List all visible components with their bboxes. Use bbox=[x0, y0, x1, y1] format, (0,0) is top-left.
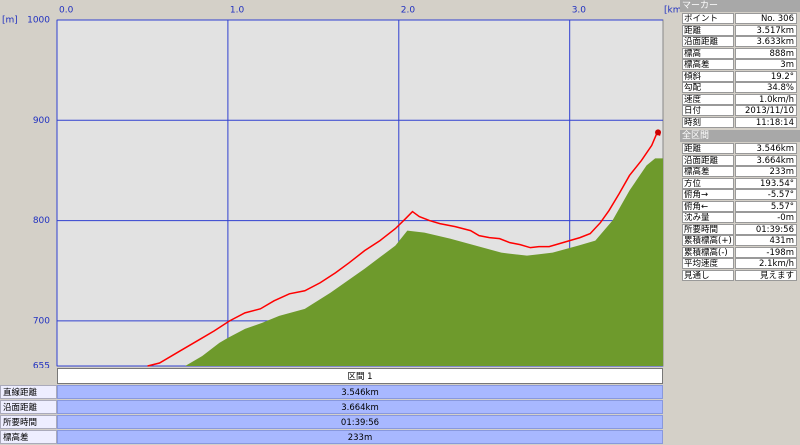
x-unit: [km] bbox=[664, 6, 680, 16]
info-value: 2013/11/10 bbox=[735, 105, 797, 116]
info-label: 所要時間 bbox=[682, 223, 734, 235]
x-tick-label: 2.0 bbox=[401, 6, 416, 16]
info-label: 標高差 bbox=[682, 166, 734, 177]
section-value: 233m bbox=[57, 430, 663, 444]
info-label: 距離 bbox=[682, 143, 734, 154]
section-label: 沿面距離 bbox=[0, 400, 57, 414]
info-label: 沿面距離 bbox=[682, 154, 734, 166]
x-tick-label: 3.0 bbox=[572, 6, 587, 16]
section-title: 区間 1 bbox=[57, 368, 663, 384]
terrain-area bbox=[185, 158, 663, 366]
info-value: 3.517km bbox=[735, 24, 797, 36]
info-value: 3.546km bbox=[735, 143, 797, 154]
info-label: 累積標高(-) bbox=[682, 246, 734, 258]
y-tick-label: 900 bbox=[33, 116, 50, 126]
info-label: 沈み量 bbox=[682, 212, 734, 223]
y-tick-label: 800 bbox=[33, 216, 50, 226]
info-value: No. 306 bbox=[735, 13, 797, 24]
section-value: 01:39:56 bbox=[57, 415, 663, 429]
info-value: 5.57° bbox=[735, 200, 797, 212]
info-label: 平均速度 bbox=[682, 258, 734, 269]
info-label: 見通し bbox=[682, 269, 734, 281]
section-value: 3.664km bbox=[57, 400, 663, 414]
info-value: 3m bbox=[735, 59, 797, 70]
elevation-line bbox=[147, 132, 661, 367]
info-label: 時刻 bbox=[682, 116, 734, 128]
y-tick-label: 655 bbox=[33, 362, 50, 369]
section-value: 3.546km bbox=[57, 385, 663, 399]
info-label: 標高 bbox=[682, 47, 734, 59]
info-value: 3.633km bbox=[735, 36, 797, 47]
marker bbox=[655, 129, 662, 136]
info-value: 233m bbox=[735, 166, 797, 177]
section-label: 所要時間 bbox=[0, 415, 57, 429]
info-value: -0m bbox=[735, 212, 797, 223]
info-value: 3.664km bbox=[735, 154, 797, 166]
section-label: 直線距離 bbox=[0, 385, 57, 399]
info-value: 11:18:14 bbox=[735, 116, 797, 128]
info-label: 累積標高(+) bbox=[682, 235, 734, 246]
info-value: 見えます bbox=[735, 269, 797, 281]
info-label: ポイント bbox=[682, 13, 734, 24]
x-tick-label: 0.0 bbox=[59, 6, 74, 16]
info-value: 01:39:56 bbox=[735, 223, 797, 235]
section-label: 標高差 bbox=[0, 430, 57, 444]
info-value: 431m bbox=[735, 235, 797, 246]
info-label: 傾斜 bbox=[682, 70, 734, 82]
info-label: 距離 bbox=[682, 24, 734, 36]
info-label: 標高差 bbox=[682, 59, 734, 70]
info-label: 沿面距離 bbox=[682, 36, 734, 47]
info-label: 日付 bbox=[682, 105, 734, 116]
y-tick-label: 700 bbox=[33, 316, 50, 326]
y-unit: [m] bbox=[2, 16, 18, 26]
info-value: 1.0km/h bbox=[735, 93, 797, 105]
panel-header: 全区間 bbox=[680, 130, 800, 142]
x-tick-label: 1.0 bbox=[230, 6, 245, 16]
info-label: 俯角← bbox=[682, 200, 734, 212]
info-label: 勾配 bbox=[682, 82, 734, 93]
info-value: -198m bbox=[735, 246, 797, 258]
info-value: 34.8% bbox=[735, 82, 797, 93]
info-value: 888m bbox=[735, 47, 797, 59]
info-value: 2.1km/h bbox=[735, 258, 797, 269]
info-label: 俯角→ bbox=[682, 189, 734, 200]
info-value: 193.54° bbox=[735, 177, 797, 189]
profile-chart: [m] [km] 655 700 800 900 1000 0.0 1.0 2.0 3.0 bbox=[2, 6, 680, 369]
info-label: 方位 bbox=[682, 177, 734, 189]
info-value: -5.57° bbox=[735, 189, 797, 200]
panel-header: マーカー bbox=[680, 0, 800, 12]
y-tick-label: 1000 bbox=[27, 16, 50, 26]
info-label: 速度 bbox=[682, 93, 734, 105]
info-value: 19.2° bbox=[735, 70, 797, 82]
